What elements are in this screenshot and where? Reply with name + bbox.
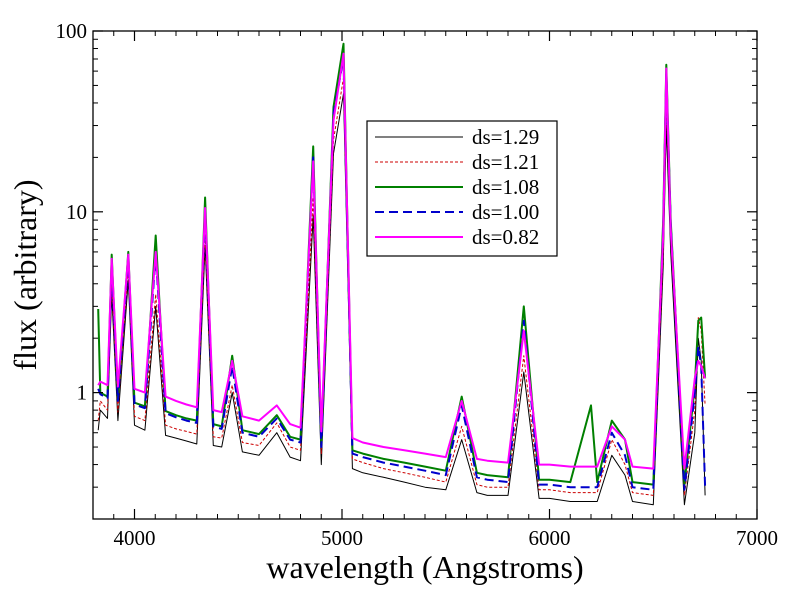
x-tick-label: 6000 <box>529 526 571 550</box>
x-axis-title: wavelength (Angstroms) <box>266 549 583 585</box>
legend-label-0: ds=1.29 <box>472 125 539 149</box>
legend-box <box>366 120 558 257</box>
y-axis-title: flux (arbitrary) <box>7 179 43 370</box>
series-line-2 <box>97 42 707 486</box>
series-line-4 <box>97 52 707 470</box>
legend-label-4: ds=0.82 <box>472 225 539 249</box>
series-line-0 <box>97 93 706 506</box>
legend-label-2: ds=1.08 <box>472 175 539 199</box>
y-tick-label: 1 <box>77 381 88 405</box>
y-tick-label: 100 <box>56 19 88 43</box>
x-tick-label: 4000 <box>114 526 156 550</box>
plot-frame <box>92 30 758 520</box>
x-tick-label: 5000 <box>321 526 363 550</box>
axis-ticks: 4000 5000 6000 7000 1 10 100 <box>56 19 779 550</box>
legend-label-1: ds=1.21 <box>472 150 539 174</box>
series-line-3 <box>97 58 707 491</box>
legend-label-3: ds=1.00 <box>472 200 539 224</box>
y-tick-label: 10 <box>66 200 87 224</box>
series-line-1 <box>97 77 706 496</box>
series-layer <box>97 42 707 506</box>
x-tick-label: 7000 <box>736 526 778 550</box>
